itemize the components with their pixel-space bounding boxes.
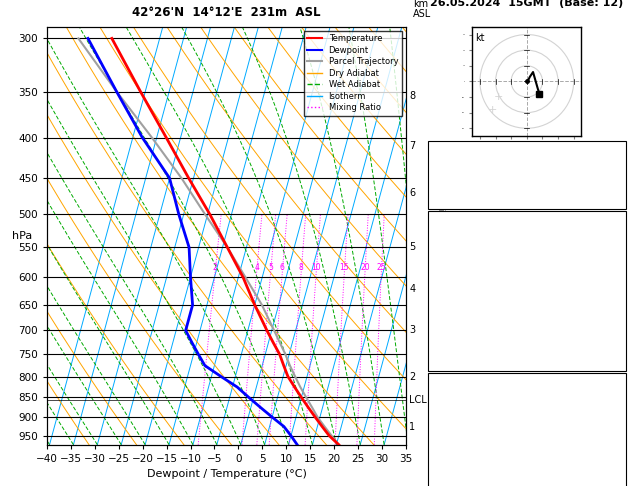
Text: 10: 10 bbox=[311, 262, 321, 272]
Text: 3: 3 bbox=[409, 326, 415, 335]
Text: Lifted Index: Lifted Index bbox=[431, 448, 493, 458]
Text: 319: 319 bbox=[603, 286, 623, 296]
Text: Pressure (mb): Pressure (mb) bbox=[431, 402, 504, 413]
Text: 319: 319 bbox=[603, 425, 623, 435]
Text: 20: 20 bbox=[610, 147, 623, 157]
Text: 20: 20 bbox=[360, 262, 370, 272]
Text: 42°26'N  14°12'E  231m  ASL: 42°26'N 14°12'E 231m ASL bbox=[132, 6, 321, 19]
Text: Temp (°C): Temp (°C) bbox=[431, 241, 482, 251]
Text: 991: 991 bbox=[603, 402, 623, 413]
X-axis label: Dewpoint / Temperature (°C): Dewpoint / Temperature (°C) bbox=[147, 469, 306, 479]
Text: 8: 8 bbox=[409, 91, 415, 102]
Text: +: + bbox=[494, 92, 503, 102]
Text: 26.05.2024  15GMT  (Base: 12): 26.05.2024 15GMT (Base: 12) bbox=[430, 0, 623, 8]
Text: θᵉ(K): θᵉ(K) bbox=[431, 286, 457, 296]
Text: -0: -0 bbox=[613, 309, 623, 319]
Text: θᵉ (K): θᵉ (K) bbox=[431, 425, 460, 435]
Text: hPa: hPa bbox=[12, 231, 32, 241]
Text: 8: 8 bbox=[299, 262, 304, 272]
Text: kt: kt bbox=[476, 33, 485, 43]
Text: 20.5: 20.5 bbox=[599, 241, 623, 251]
Text: 5: 5 bbox=[409, 243, 416, 252]
Text: 6: 6 bbox=[280, 262, 285, 272]
Text: 227: 227 bbox=[603, 471, 623, 481]
Text: 11.8: 11.8 bbox=[599, 263, 623, 274]
Text: CIN (J): CIN (J) bbox=[431, 355, 463, 365]
Text: CAPE (J): CAPE (J) bbox=[431, 471, 472, 481]
Text: Surface: Surface bbox=[507, 218, 547, 228]
Text: Mixing Ratio (g/kg): Mixing Ratio (g/kg) bbox=[436, 193, 445, 278]
Text: 4: 4 bbox=[254, 262, 259, 272]
Text: 1: 1 bbox=[409, 421, 415, 432]
Text: 1.83: 1.83 bbox=[599, 193, 623, 203]
Text: LCL: LCL bbox=[409, 395, 427, 405]
Text: CAPE (J): CAPE (J) bbox=[431, 332, 472, 342]
Text: 2: 2 bbox=[213, 262, 218, 272]
Text: PW (cm): PW (cm) bbox=[431, 193, 474, 203]
Text: 227: 227 bbox=[603, 332, 623, 342]
Text: 15: 15 bbox=[340, 262, 349, 272]
Text: 2: 2 bbox=[409, 371, 416, 382]
Text: +: + bbox=[487, 104, 497, 115]
Legend: Temperature, Dewpoint, Parcel Trajectory, Dry Adiabat, Wet Adiabat, Isotherm, Mi: Temperature, Dewpoint, Parcel Trajectory… bbox=[304, 31, 401, 116]
Text: 6: 6 bbox=[409, 188, 415, 198]
Text: 8: 8 bbox=[616, 355, 623, 365]
Text: 25: 25 bbox=[377, 262, 386, 272]
Text: Totals Totals: Totals Totals bbox=[431, 170, 494, 180]
Text: © weatheronline.co.uk: © weatheronline.co.uk bbox=[471, 464, 582, 474]
Text: K: K bbox=[431, 147, 438, 157]
Text: 7: 7 bbox=[409, 141, 416, 151]
Text: 47: 47 bbox=[610, 170, 623, 180]
Text: 4: 4 bbox=[409, 284, 415, 294]
Text: -0: -0 bbox=[613, 448, 623, 458]
Text: 5: 5 bbox=[268, 262, 273, 272]
Text: km
ASL: km ASL bbox=[413, 0, 431, 19]
Text: Lifted Index: Lifted Index bbox=[431, 309, 493, 319]
Text: Most Unstable: Most Unstable bbox=[489, 380, 564, 390]
Text: Dewp (°C): Dewp (°C) bbox=[431, 263, 484, 274]
